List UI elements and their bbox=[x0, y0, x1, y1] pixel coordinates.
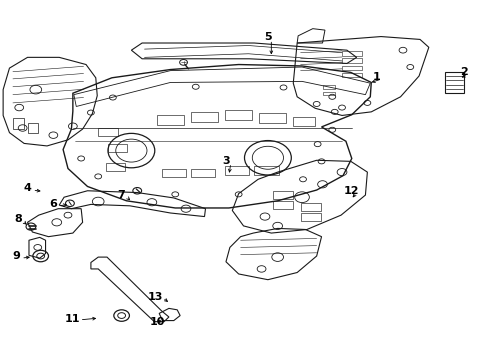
Bar bbox=[272, 191, 293, 199]
Bar bbox=[254, 166, 278, 175]
Bar bbox=[293, 117, 315, 126]
Bar bbox=[341, 51, 361, 55]
Text: 6: 6 bbox=[49, 199, 57, 210]
Text: 4: 4 bbox=[23, 183, 31, 193]
Bar bbox=[341, 73, 361, 77]
Bar bbox=[157, 115, 183, 125]
Bar bbox=[98, 128, 118, 136]
Bar bbox=[13, 118, 23, 129]
Bar bbox=[322, 85, 334, 89]
Bar bbox=[27, 123, 38, 133]
Bar bbox=[190, 168, 215, 177]
Bar bbox=[259, 113, 285, 123]
Bar bbox=[161, 168, 185, 177]
Text: 2: 2 bbox=[459, 67, 467, 77]
Bar bbox=[322, 92, 334, 95]
Bar bbox=[300, 213, 321, 221]
Text: 13: 13 bbox=[148, 292, 163, 302]
Text: 12: 12 bbox=[344, 186, 359, 196]
Text: 3: 3 bbox=[222, 156, 229, 166]
Text: 8: 8 bbox=[14, 214, 21, 224]
Bar bbox=[341, 58, 361, 63]
Bar bbox=[224, 110, 251, 120]
Text: 9: 9 bbox=[12, 251, 20, 261]
Bar bbox=[272, 201, 293, 209]
Text: 5: 5 bbox=[264, 32, 271, 41]
Bar bbox=[105, 163, 125, 171]
Bar bbox=[341, 66, 361, 70]
Text: 1: 1 bbox=[371, 72, 379, 82]
Text: 10: 10 bbox=[150, 317, 165, 327]
Text: 11: 11 bbox=[65, 314, 81, 324]
Text: 7: 7 bbox=[118, 190, 125, 200]
Bar bbox=[300, 203, 321, 211]
Bar bbox=[224, 166, 249, 175]
Bar bbox=[108, 144, 127, 152]
Bar bbox=[190, 112, 217, 122]
